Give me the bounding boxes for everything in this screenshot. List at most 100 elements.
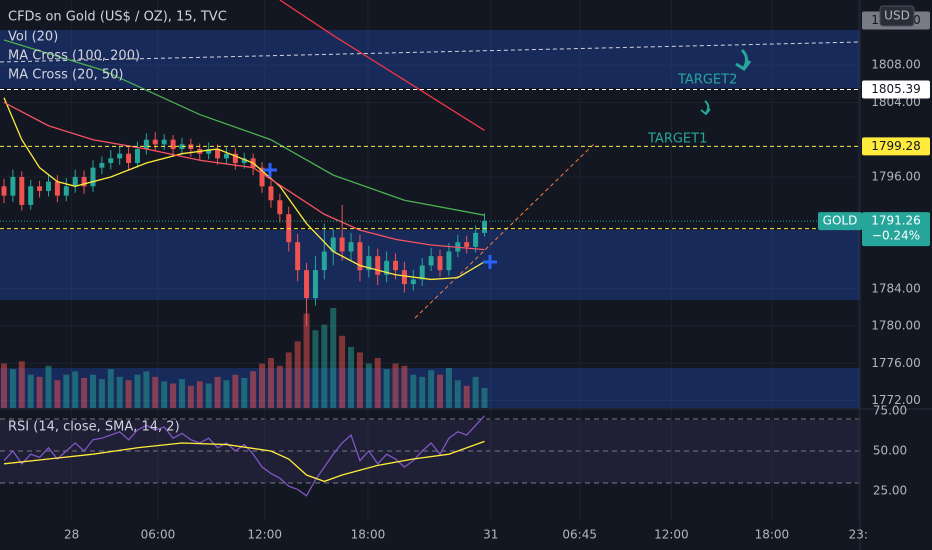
candle-body bbox=[108, 158, 114, 164]
candle-body bbox=[134, 149, 140, 164]
x-tick-label: 06:45 bbox=[562, 528, 597, 542]
y-tick-label: 1780.00 bbox=[871, 319, 921, 333]
volume-bar bbox=[170, 383, 177, 408]
volume-bar bbox=[267, 358, 274, 408]
volume-bar bbox=[303, 313, 310, 408]
candle-body bbox=[117, 153, 123, 159]
volume-bar bbox=[241, 378, 248, 408]
y-tick-label: 75.00 bbox=[873, 403, 907, 417]
moving-average bbox=[3, 101, 485, 251]
candle-body bbox=[473, 232, 479, 247]
last-price-name: GOLD bbox=[823, 214, 858, 228]
trendline bbox=[0, 41, 861, 63]
y-tick-label: 1784.00 bbox=[871, 281, 921, 295]
candle-body bbox=[152, 139, 158, 145]
x-tick-label: 28 bbox=[64, 528, 79, 542]
rsi-background bbox=[0, 420, 860, 483]
y-tick-label: 1772.00 bbox=[871, 393, 921, 407]
volume-bar bbox=[356, 352, 363, 408]
volume-bar bbox=[401, 365, 408, 408]
price-label: 1799.28 bbox=[871, 139, 921, 153]
indicator-label: MA Cross (20, 50) bbox=[8, 68, 124, 83]
candle-body bbox=[330, 237, 336, 252]
x-tick-label: 23: bbox=[849, 528, 868, 542]
candle-body bbox=[259, 167, 265, 187]
volume-bar bbox=[294, 341, 301, 408]
annotation: TARGET2 bbox=[677, 73, 737, 88]
volume-bar bbox=[98, 379, 105, 408]
volume-bar bbox=[472, 376, 479, 408]
volume-bar bbox=[445, 368, 452, 408]
volume-bar bbox=[454, 380, 461, 408]
candle-body bbox=[1, 186, 7, 196]
last-price-box bbox=[818, 212, 862, 231]
candle-body bbox=[45, 181, 51, 191]
volume-bar bbox=[36, 376, 43, 408]
candle-body bbox=[81, 176, 87, 187]
volume-bar bbox=[410, 374, 417, 408]
rsi-line bbox=[3, 415, 485, 497]
candle-body bbox=[232, 153, 238, 164]
candle-body bbox=[28, 186, 34, 205]
candle-body bbox=[321, 251, 327, 271]
volume-bar bbox=[214, 376, 221, 408]
candle-body bbox=[295, 242, 301, 271]
volume-bar bbox=[1, 363, 8, 408]
volume-bar bbox=[374, 358, 381, 408]
indicator-label: Vol (20) bbox=[8, 30, 58, 45]
candle-body bbox=[90, 167, 96, 187]
volume-bar bbox=[276, 365, 283, 408]
rsi-line bbox=[3, 440, 485, 483]
chart-title: CFDs on Gold (US$ / OZ), 15, TVC bbox=[8, 10, 227, 25]
price-label: 1805.39 bbox=[871, 82, 921, 96]
moving-average bbox=[3, 39, 485, 216]
candle-body bbox=[401, 270, 407, 285]
candle-body bbox=[428, 256, 434, 266]
volume-bar bbox=[428, 370, 435, 408]
candle-body bbox=[126, 153, 132, 164]
candle-body bbox=[223, 153, 229, 159]
volume-bar bbox=[383, 369, 390, 408]
volume-bar bbox=[392, 363, 399, 408]
volume-bar bbox=[419, 376, 426, 408]
moving-average bbox=[3, 97, 485, 281]
candle-body bbox=[482, 221, 488, 233]
plot bbox=[0, 0, 860, 497]
volume-bar bbox=[348, 346, 355, 408]
candle-body bbox=[419, 265, 425, 280]
last-price-change: −0.24% bbox=[872, 229, 920, 243]
candle-body bbox=[339, 237, 345, 252]
annotation: TARGET1 bbox=[647, 132, 707, 147]
volume-bar bbox=[27, 374, 34, 408]
x-tick-label: 12:00 bbox=[247, 528, 282, 542]
volume-bar bbox=[54, 380, 61, 408]
arrow bbox=[700, 100, 711, 116]
candle-body bbox=[179, 144, 185, 150]
candle-body bbox=[241, 158, 247, 164]
candle-body bbox=[10, 176, 16, 196]
x-tick-label: 18:00 bbox=[755, 528, 790, 542]
candle-body bbox=[63, 186, 69, 196]
volume-bar bbox=[107, 369, 114, 408]
candle-body bbox=[304, 270, 310, 299]
y-tick-label: 1808.00 bbox=[871, 58, 921, 72]
candle-body bbox=[54, 181, 60, 196]
volume-bar bbox=[312, 330, 319, 408]
volume-bar bbox=[463, 385, 470, 408]
volume-bar bbox=[285, 352, 292, 408]
moving-average bbox=[279, 0, 485, 131]
volume-bar bbox=[143, 371, 150, 408]
indicator-label: RSI (14, close, SMA, 14, 2) bbox=[8, 420, 180, 435]
price-axis: 1772.001776.001780.001784.001796.001804.… bbox=[64, 5, 930, 542]
volume-bar bbox=[321, 324, 328, 408]
x-tick-label: 12:00 bbox=[654, 528, 689, 542]
volume-bar bbox=[223, 380, 230, 408]
x-tick-label: 18:00 bbox=[351, 528, 386, 542]
last-price-label: 1791.26 bbox=[871, 214, 921, 228]
volume-bar bbox=[125, 380, 132, 408]
volume-bar bbox=[330, 308, 337, 408]
volume-bar bbox=[196, 381, 203, 408]
volume-bar bbox=[187, 385, 194, 408]
